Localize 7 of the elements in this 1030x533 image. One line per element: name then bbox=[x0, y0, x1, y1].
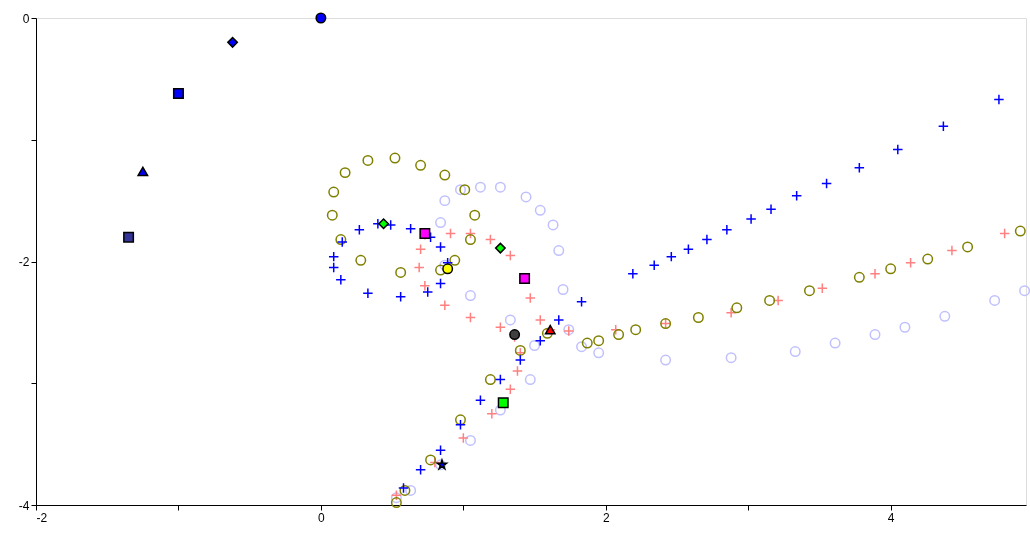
x-tick-label: 0 bbox=[318, 510, 326, 525]
y-tick-label: -4 bbox=[18, 498, 30, 513]
x-tick-label: 4 bbox=[887, 510, 895, 525]
y-tick-label: 0 bbox=[22, 11, 30, 26]
x-tick-label: -2 bbox=[36, 510, 48, 525]
x-tick-label: 2 bbox=[602, 510, 610, 525]
y-tick-label: -2 bbox=[18, 255, 30, 269]
